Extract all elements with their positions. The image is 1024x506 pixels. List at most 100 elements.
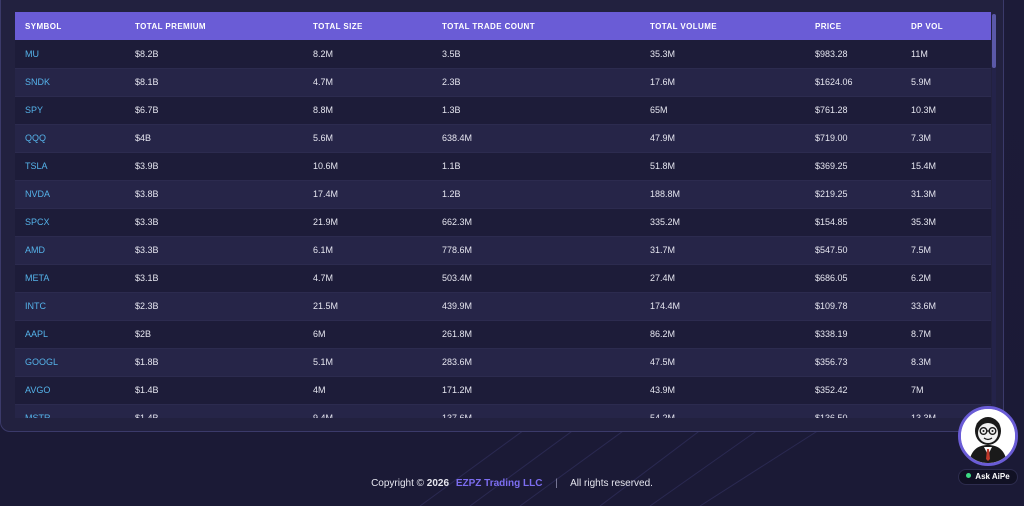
cell-total-size: 21.5M (313, 301, 339, 311)
flow-table-viewport[interactable]: SYMBOL TOTAL PREMIUM TOTAL SIZE TOTAL TR… (15, 12, 991, 418)
cell-total-premium: $1.8B (135, 357, 159, 367)
cell-total-size: 10.6M (313, 161, 339, 171)
table-row[interactable]: SNDK $8.1B 4.7M 2.3B 17.6M $1624.06 5.9M (15, 68, 991, 96)
cell-total-premium: $3.9B (135, 161, 159, 171)
cell-symbol[interactable]: NVDA (25, 189, 51, 199)
cell-total-trade-count: 1.1B (442, 161, 461, 171)
table-row[interactable]: QQQ $4B 5.6M 638.4M 47.9M $719.00 7.3M (15, 124, 991, 152)
cell-total-premium: $3.8B (135, 189, 159, 199)
cell-total-premium: $3.1B (135, 273, 159, 283)
cell-symbol[interactable]: SNDK (25, 77, 51, 87)
footer-year: 2026 (426, 478, 450, 489)
cell-total-premium: $8.2B (135, 48, 159, 59)
column-header-total-size[interactable]: TOTAL SIZE (313, 21, 363, 31)
table-row[interactable]: MU $8.2B 8.2M 3.5B 35.3M $983.28 11M (15, 40, 991, 68)
column-header-total-premium[interactable]: TOTAL PREMIUM (135, 21, 206, 31)
cell-total-trade-count: 1.3B (442, 105, 461, 115)
cell-total-volume: 335.2M (650, 217, 681, 227)
assistant-avatar-button[interactable] (958, 406, 1018, 466)
cell-total-premium: $1.4B (135, 413, 159, 418)
cell-total-volume: 35.3M (650, 48, 676, 59)
cell-total-trade-count: 171.2M (442, 385, 473, 395)
cell-symbol[interactable]: META (25, 273, 50, 283)
cell-total-trade-count: 3.5B (442, 48, 461, 59)
cell-total-trade-count: 283.6M (442, 357, 473, 367)
mascot-avatar-icon (961, 409, 1015, 463)
cell-total-volume: 47.5M (650, 357, 676, 367)
cell-symbol[interactable]: AVGO (25, 385, 51, 395)
table-row[interactable]: AVGO $1.4B 4M 171.2M 43.9M $352.42 7M (15, 376, 991, 404)
table-row[interactable]: GOOGL $1.8B 5.1M 283.6M 47.5M $356.73 8.3M (15, 348, 991, 376)
cell-symbol[interactable]: TSLA (25, 161, 48, 171)
cell-price: $352.42 (815, 385, 848, 395)
table-row[interactable]: AAPL $2B 6M 261.8M 86.2M $338.19 8.7M (15, 320, 991, 348)
cell-total-premium: $4B (135, 133, 152, 143)
cell-symbol[interactable]: QQQ (25, 133, 47, 143)
table-row[interactable]: META $3.1B 4.7M 503.4M 27.4M $686.05 6.2M (15, 264, 991, 292)
cell-dp-vol: 8.3M (911, 357, 932, 367)
cell-dp-vol: 31.3M (911, 189, 937, 199)
cell-total-trade-count: 638.4M (442, 133, 473, 143)
cell-total-size: 6.1M (313, 245, 334, 255)
table-scrollbar[interactable] (992, 14, 996, 418)
cell-symbol[interactable]: GOOGL (25, 357, 59, 367)
table-row[interactable]: AMD $3.3B 6.1M 778.6M 31.7M $547.50 7.5M (15, 236, 991, 264)
footer-brand-link[interactable]: EZPZ Trading LLC (455, 478, 543, 489)
cell-total-volume: 17.6M (650, 77, 676, 87)
table-row[interactable]: MSTR $1.4B 9.4M 137.6M 54.2M $136.50 13.3M (15, 404, 991, 418)
table-row[interactable]: TSLA $3.9B 10.6M 1.1B 51.8M $369.25 15.4M (15, 152, 991, 180)
table-row[interactable]: SPY $6.7B 8.8M 1.3B 65M $761.28 10.3M (15, 96, 991, 124)
flow-table: SYMBOL TOTAL PREMIUM TOTAL SIZE TOTAL TR… (15, 12, 991, 418)
cell-total-volume: 43.9M (650, 385, 676, 395)
cell-price: $219.25 (815, 189, 848, 199)
cell-dp-vol: 11M (911, 48, 928, 59)
cell-symbol[interactable]: MSTR (25, 413, 51, 418)
cell-total-size: 4M (313, 385, 326, 395)
cell-total-premium: $2B (135, 329, 152, 339)
cell-price: $109.78 (815, 301, 848, 311)
cell-dp-vol: 8.7M (911, 329, 932, 339)
ask-assistant-label: Ask AiPe (975, 472, 1010, 481)
ask-assistant-button[interactable]: Ask AiPe (958, 469, 1018, 485)
cell-price: $761.28 (815, 105, 848, 115)
cell-price: $356.73 (815, 357, 848, 367)
column-header-dp-vol[interactable]: DP VOL (911, 21, 944, 31)
cell-total-volume: 86.2M (650, 329, 676, 339)
column-header-symbol[interactable]: SYMBOL (25, 21, 62, 31)
cell-symbol[interactable]: MU (25, 48, 39, 59)
table-header-row: SYMBOL TOTAL PREMIUM TOTAL SIZE TOTAL TR… (15, 12, 991, 40)
cell-total-premium: $3.3B (135, 245, 159, 255)
cell-total-trade-count: 503.4M (442, 273, 473, 283)
cell-dp-vol: 6.2M (911, 273, 932, 283)
cell-total-volume: 31.7M (650, 245, 676, 255)
cell-total-premium: $1.4B (135, 385, 159, 395)
cell-total-trade-count: 439.9M (442, 301, 473, 311)
cell-dp-vol: 35.3M (911, 217, 937, 227)
table-row[interactable]: NVDA $3.8B 17.4M 1.2B 188.8M $219.25 31.3M (15, 180, 991, 208)
scrollbar-thumb[interactable] (992, 14, 996, 68)
cell-price: $154.85 (815, 217, 848, 227)
cell-total-volume: 174.4M (650, 301, 681, 311)
cell-total-size: 6M (313, 329, 326, 339)
column-header-total-trade-count[interactable]: TOTAL TRADE COUNT (442, 21, 536, 31)
table-row[interactable]: INTC $2.3B 21.5M 439.9M 174.4M $109.78 33.6M (15, 292, 991, 320)
cell-total-trade-count: 778.6M (442, 245, 473, 255)
cell-dp-vol: 5.9M (911, 77, 932, 87)
cell-price: $686.05 (815, 273, 848, 283)
cell-total-premium: $6.7B (135, 105, 159, 115)
cell-total-trade-count: 662.3M (442, 217, 473, 227)
cell-total-premium: $8.1B (135, 77, 159, 87)
cell-dp-vol: 33.6M (911, 301, 937, 311)
options-flow-panel: SYMBOL TOTAL PREMIUM TOTAL SIZE TOTAL TR… (0, 0, 1004, 432)
cell-symbol[interactable]: AAPL (25, 329, 49, 339)
cell-symbol[interactable]: SPCX (25, 217, 50, 227)
cell-price: $719.00 (815, 133, 848, 143)
column-header-price[interactable]: PRICE (815, 21, 842, 31)
table-row[interactable]: SPCX $3.3B 21.9M 662.3M 335.2M $154.85 35.3M (15, 208, 991, 236)
cell-total-size: 4.7M (313, 273, 334, 283)
cell-symbol[interactable]: SPY (25, 105, 44, 115)
column-header-total-volume[interactable]: TOTAL VOLUME (650, 21, 718, 31)
cell-symbol[interactable]: AMD (25, 245, 45, 255)
cell-symbol[interactable]: INTC (25, 301, 46, 311)
